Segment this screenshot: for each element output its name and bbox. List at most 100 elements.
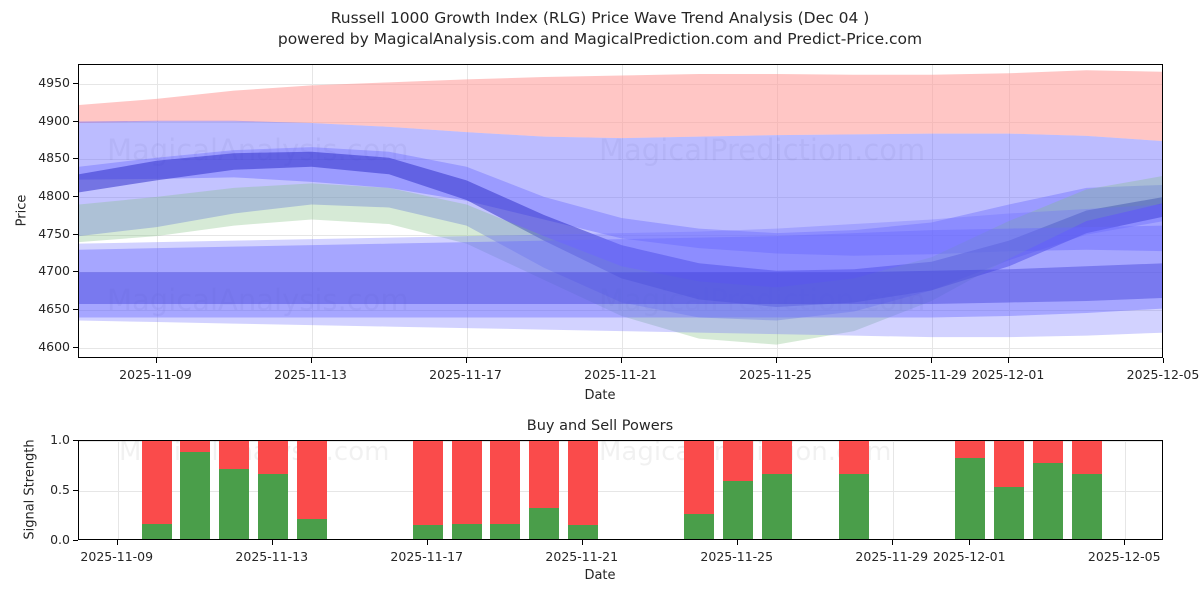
signal-bar: [296, 441, 327, 539]
sell-power-segment: [1032, 441, 1063, 463]
y-tick-label: 4700: [38, 263, 70, 279]
gridline-vertical: [892, 441, 894, 539]
gridline-horizontal: [79, 491, 1162, 492]
gridline-horizontal: [79, 159, 1162, 161]
y-tick-label: 4750: [38, 225, 70, 241]
y-tick-label: 4650: [38, 301, 70, 316]
gridline-vertical: [1125, 441, 1127, 539]
gridline-vertical: [931, 65, 933, 357]
buy-power-segment: [296, 519, 327, 539]
gridline-horizontal: [79, 310, 1162, 311]
gridline-vertical: [117, 441, 119, 539]
x-tick-mark: [969, 540, 971, 545]
x-tick-label: 2025-11-25: [700, 549, 774, 564]
x-tick-mark: [1163, 358, 1164, 363]
buy-power-segment: [567, 525, 598, 539]
y-tick-mark: [73, 233, 78, 235]
signal-bar: [141, 441, 172, 539]
x-tick-mark: [310, 358, 312, 363]
sell-power-segment: [296, 441, 327, 519]
x-tick-label: 2025-11-21: [584, 367, 657, 382]
x-tick-mark: [891, 540, 893, 545]
signal-bar: [180, 441, 211, 539]
sell-power-segment: [1071, 441, 1102, 474]
x-tick-label: 2025-12-05: [1087, 549, 1161, 564]
y-tick-mark: [73, 82, 78, 84]
y-tick-mark: [73, 309, 78, 310]
buy-power-segment: [529, 508, 559, 539]
x-tick-mark: [736, 540, 738, 545]
buy-power-segment: [684, 514, 714, 539]
price-band-layer: [79, 70, 1162, 345]
buy-sell-title: Buy and Sell Powers: [526, 418, 674, 434]
y-tick-label: 4600: [38, 338, 70, 354]
signal-bar: [1032, 441, 1063, 539]
y-tick-mark: [73, 540, 78, 541]
signal-bar: [722, 441, 753, 539]
buy-power-segment: [761, 474, 792, 539]
x-tick-label: 2025-11-17: [429, 367, 502, 382]
y-tick-mark: [73, 158, 78, 160]
buy-power-segment: [994, 487, 1024, 539]
y-tick-mark: [73, 195, 78, 197]
bottom-chart-xlabel: Date: [584, 568, 616, 583]
x-tick-label: 2025-11-17: [390, 549, 464, 564]
top-chart-xlabel: Date: [584, 388, 616, 403]
x-tick-label: 2025-12-01: [932, 549, 1006, 564]
buy-power-segment: [412, 525, 443, 539]
x-tick-label: 2025-11-09: [119, 367, 192, 382]
signal-bar: [684, 441, 714, 539]
price-band-upper-blue-band: [79, 120, 1162, 256]
y-tick-mark: [73, 440, 78, 441]
signal-bar: [529, 441, 559, 539]
sell-power-segment: [490, 441, 521, 524]
top-chart-ylabel: Price: [14, 194, 30, 227]
x-tick-mark: [155, 358, 157, 363]
page-subtitle: powered by MagicalAnalysis.com and Magic…: [277, 30, 923, 48]
buy-power-segment: [1032, 463, 1063, 539]
buy-power-segment: [955, 458, 986, 539]
x-tick-mark: [930, 358, 932, 363]
sell-power-segment: [141, 441, 172, 524]
y-tick-label: 4950: [38, 74, 70, 90]
gridline-vertical: [621, 65, 623, 357]
x-tick-mark: [1124, 540, 1126, 545]
x-tick-label: 2025-12-01: [971, 367, 1045, 382]
sell-power-segment: [219, 441, 249, 469]
buy-power-segment: [180, 452, 211, 539]
x-tick-label: 2025-11-13: [235, 549, 309, 564]
signal-bar: [219, 441, 249, 539]
x-tick-mark: [581, 540, 583, 545]
price-band-green-support-band: [79, 176, 1162, 345]
sell-power-segment: [567, 441, 598, 525]
signal-bar: [761, 441, 792, 539]
y-tick-label: 1.0: [50, 432, 70, 447]
page-title: Russell 1000 Growth Index (RLG) Price Wa…: [330, 9, 870, 27]
sell-power-segment: [412, 441, 443, 525]
sell-power-segment: [955, 441, 986, 458]
y-tick-mark: [73, 490, 78, 491]
bottom-chart-ylabel: Signal Strength: [22, 439, 38, 540]
signal-bar: [451, 441, 482, 539]
buy-power-segment: [490, 524, 521, 539]
signal-bar: [955, 441, 986, 539]
sell-power-segment: [684, 441, 714, 514]
buy-power-segment: [141, 524, 172, 539]
gridline-horizontal: [79, 441, 1162, 442]
signal-bar: [567, 441, 598, 539]
gridline-vertical: [311, 65, 313, 357]
price-band-core-dark-blue-band: [79, 151, 1162, 307]
x-tick-label: 2025-11-09: [80, 549, 154, 564]
gridline-horizontal: [79, 196, 1162, 198]
buy-power-segment: [257, 474, 288, 539]
x-tick-label: 2025-11-29: [894, 367, 967, 382]
gridline-vertical: [776, 65, 778, 357]
sell-power-segment: [722, 441, 753, 481]
x-tick-mark: [116, 540, 118, 545]
y-tick-mark: [73, 346, 78, 348]
y-tick-label: 4850: [38, 150, 70, 166]
x-tick-mark: [271, 540, 273, 545]
sell-power-segment: [529, 441, 559, 508]
x-tick-mark: [620, 358, 622, 363]
